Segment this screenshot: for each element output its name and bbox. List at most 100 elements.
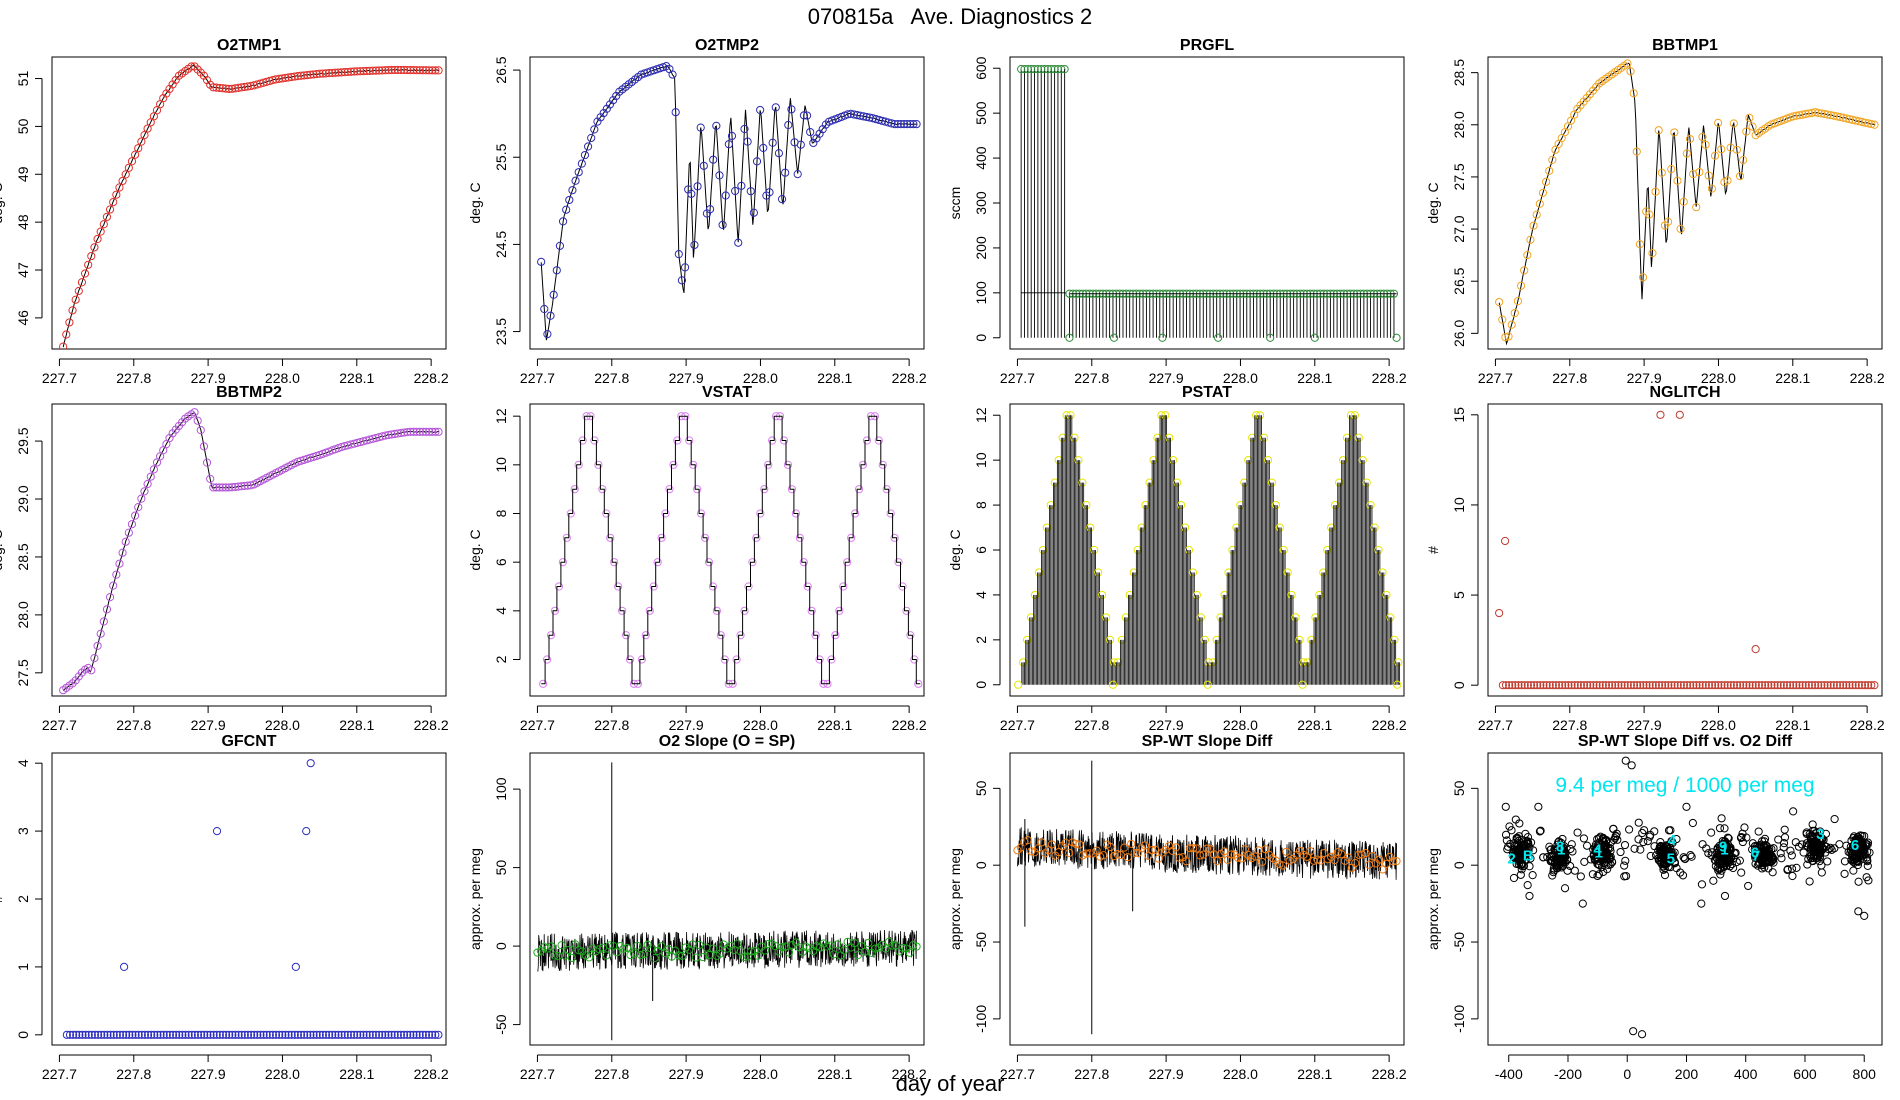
data-point — [100, 1030, 109, 1039]
data-point — [1658, 681, 1667, 690]
data-point — [396, 428, 406, 438]
data-point — [1554, 681, 1564, 690]
data-point — [1721, 837, 1730, 846]
data-point — [1857, 845, 1866, 854]
data-point — [356, 1030, 365, 1039]
data-point — [212, 483, 221, 492]
y-tick-label: 50 — [493, 860, 509, 876]
data-point — [1361, 848, 1370, 858]
data-point — [899, 120, 909, 129]
data-point — [1854, 877, 1863, 886]
data-point — [590, 125, 599, 134]
data-point — [558, 217, 568, 226]
data-point — [1849, 832, 1859, 841]
data-point — [1495, 297, 1504, 307]
x-tick-label: 227.9 — [191, 717, 226, 733]
y-tick-label: 6 — [973, 546, 989, 554]
data-point — [1266, 333, 1275, 342]
x-tick-label: 227.9 — [1149, 370, 1184, 386]
data-point — [1826, 681, 1835, 690]
data-point — [619, 944, 628, 953]
outlier-point — [1560, 884, 1570, 893]
data-point — [1709, 876, 1718, 885]
data-point — [537, 257, 546, 266]
y-tick-label: 600 — [973, 56, 989, 80]
data-point — [554, 582, 564, 591]
data-point — [760, 946, 770, 955]
y-tick-label: 29.0 — [15, 485, 31, 512]
data-point — [1786, 681, 1795, 690]
data-point — [1511, 852, 1520, 861]
data-point — [1679, 197, 1688, 206]
data-point — [1586, 855, 1595, 864]
data-point — [1779, 681, 1788, 690]
data-point — [693, 485, 702, 494]
y-tick-label: 200 — [973, 236, 989, 260]
data-point — [653, 558, 662, 567]
data-point — [1721, 841, 1730, 850]
data-point — [1542, 681, 1551, 690]
data-point — [1570, 866, 1579, 875]
data-point — [1616, 847, 1625, 857]
data-point — [1313, 855, 1322, 864]
data-point — [246, 1030, 256, 1039]
data-point — [580, 150, 590, 160]
data-point — [118, 176, 127, 186]
data-point — [1673, 681, 1682, 690]
data-point — [1517, 844, 1526, 853]
data-point — [1636, 681, 1645, 690]
data-point — [912, 120, 921, 129]
data-point — [846, 109, 855, 118]
data-point — [368, 66, 377, 75]
x-tick-label: 227.7 — [520, 1066, 555, 1082]
data-point — [281, 1030, 290, 1039]
data-point — [625, 655, 635, 664]
data-point — [228, 1030, 237, 1039]
data-point — [1626, 681, 1635, 690]
data-point — [1392, 333, 1401, 342]
data-point — [109, 197, 118, 207]
data-point — [768, 436, 777, 445]
data-point — [1154, 854, 1163, 863]
data-point — [1513, 297, 1523, 306]
chart-title: VSTAT — [702, 384, 752, 401]
data-point — [1867, 681, 1876, 690]
data-point — [737, 181, 746, 190]
data-point — [1768, 868, 1777, 877]
data-point — [215, 1030, 224, 1039]
data-point — [1526, 681, 1536, 690]
data-point — [431, 66, 440, 75]
data-point — [1817, 835, 1826, 844]
data-point — [368, 434, 377, 443]
x-tick-label: 227.8 — [594, 370, 629, 386]
data-point — [1654, 854, 1663, 863]
data-point — [96, 227, 105, 236]
data-point — [1558, 834, 1567, 844]
data-point — [614, 582, 623, 591]
data-point — [1789, 681, 1798, 690]
data-point — [403, 1030, 412, 1039]
data-point — [803, 582, 812, 591]
y-tick-label: 28.5 — [15, 543, 31, 570]
cluster-label: 7 — [1752, 848, 1760, 865]
data-point — [807, 606, 816, 615]
data-point — [753, 951, 763, 960]
y-axis-label: deg. C — [0, 529, 5, 570]
plot-frame — [1487, 752, 1883, 1046]
data-point — [1539, 853, 1548, 862]
plot-frame — [1009, 752, 1405, 1046]
data-point — [396, 1030, 406, 1039]
data-point — [1862, 853, 1872, 862]
data-point — [268, 1030, 278, 1039]
data-point — [693, 182, 702, 191]
y-tick-label: 4 — [15, 759, 31, 767]
data-point — [1515, 819, 1524, 828]
data-point — [231, 1030, 240, 1039]
data-point — [1130, 848, 1139, 858]
data-point — [237, 83, 246, 92]
data-point — [1667, 165, 1676, 174]
data-point — [1788, 871, 1797, 881]
data-point — [231, 84, 240, 93]
chart-title: SP-WT Slope Diff vs. O2 Diff — [1578, 733, 1793, 750]
data-point — [1520, 266, 1529, 275]
